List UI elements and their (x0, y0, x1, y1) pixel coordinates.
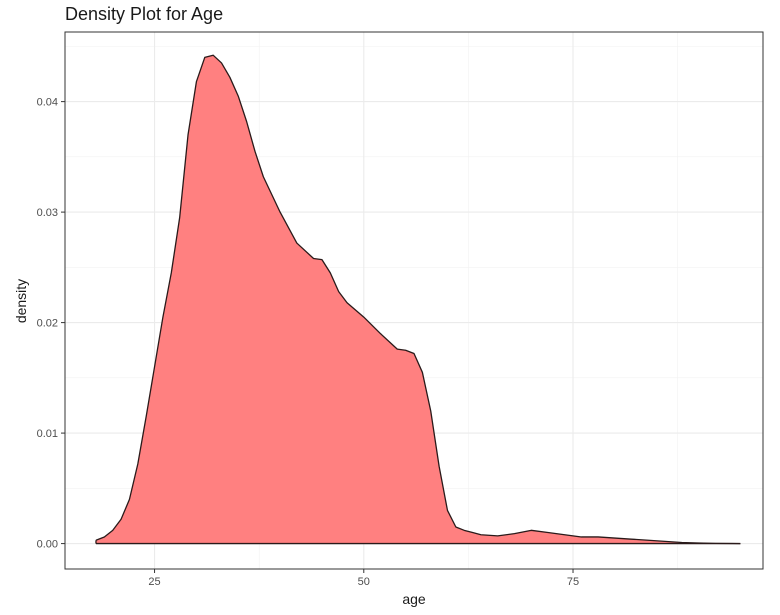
y-tick-label: 0.04 (37, 97, 58, 109)
plot-border (64, 31, 764, 570)
y-axis-title: density (13, 279, 29, 323)
y-axis: 0.00 0.01 0.02 0.03 0.04 (37, 97, 65, 551)
x-tick-label: 50 (358, 576, 370, 588)
x-axis: 25 50 75 (148, 569, 579, 588)
chart-title: Density Plot for Age (65, 4, 224, 24)
x-tick-label: 75 (567, 576, 579, 588)
density-layer (95, 54, 741, 545)
y-tick-label: 0.00 (37, 539, 58, 551)
y-tick-label: 0.02 (37, 318, 58, 330)
y-tick-label: 0.01 (37, 428, 58, 440)
density-area (95, 55, 741, 544)
x-axis-title: age (402, 591, 426, 607)
density-line (95, 54, 741, 545)
y-tick-label: 0.03 (37, 207, 58, 219)
x-tick-label: 25 (148, 576, 160, 588)
